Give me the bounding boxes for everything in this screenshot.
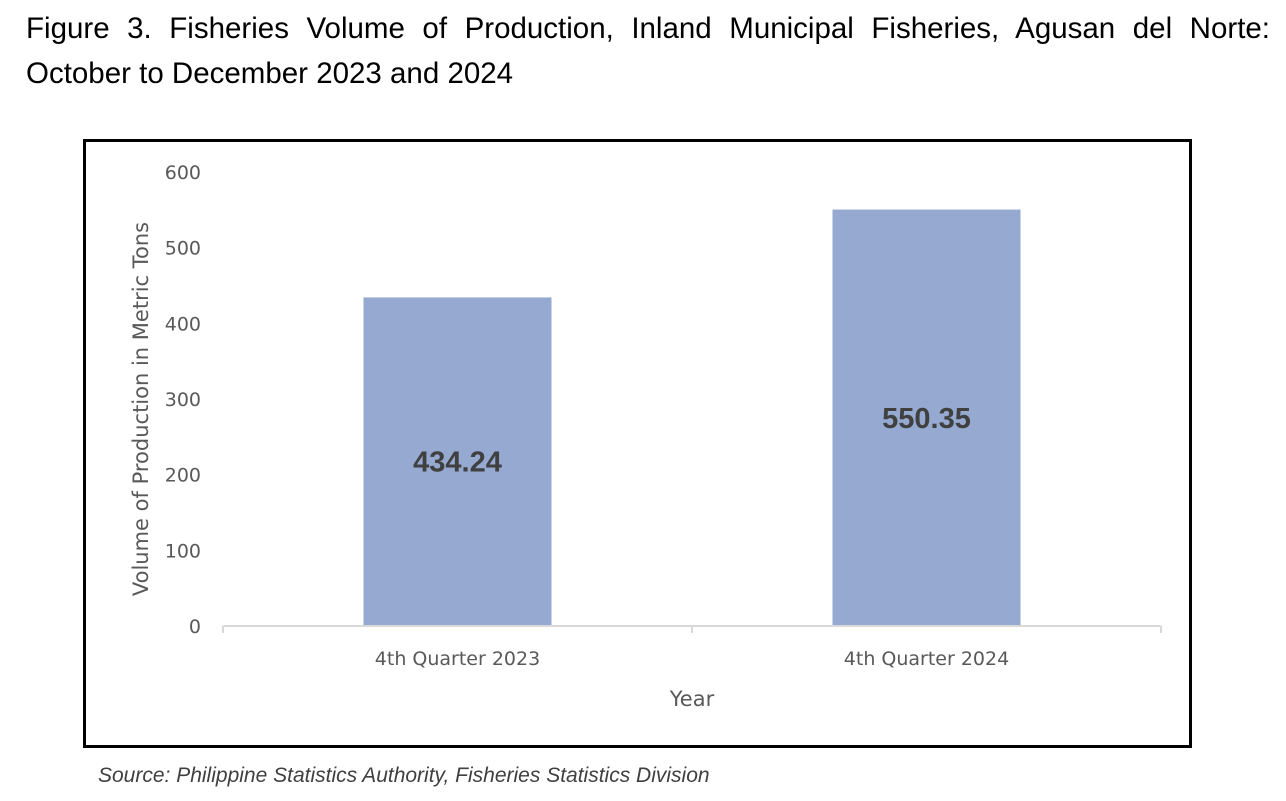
data-label: 550.35 [882,403,971,435]
chart-frame: 0 100 200 300 400 500 600 4th Quarter 2023 4th … [83,139,1192,748]
source-note: Source: Philippine Statistics Authority,… [98,764,710,787]
y-tick-label: 600 [165,162,201,184]
x-axis-title: Year [669,687,715,711]
y-tick-label: 400 [165,313,201,335]
y-tick-label: 200 [165,465,201,487]
y-tick-label: 0 [189,616,201,638]
bars [363,209,1021,627]
y-axis-title: Volume of Production in Metric Tons [129,222,153,596]
bar [363,297,552,626]
y-tick-label: 300 [165,389,201,411]
x-axis-tickmarks [222,626,1162,633]
x-tick-label: 4th Quarter 2024 [844,648,1009,670]
x-axis-ticks: 4th Quarter 2023 4th Quarter 2024 [375,648,1009,670]
y-tick-label: 100 [165,540,201,562]
figure-title: Figure 3. Fisheries Volume of Production… [26,12,1270,90]
x-tick-label: 4th Quarter 2023 [375,648,540,670]
y-axis-ticks: 0 100 200 300 400 500 600 [165,162,201,638]
data-label: 434.24 [413,447,502,479]
bar [832,209,1021,627]
y-tick-label: 500 [165,238,201,260]
data-labels: 434.24 550.35 [413,403,971,479]
